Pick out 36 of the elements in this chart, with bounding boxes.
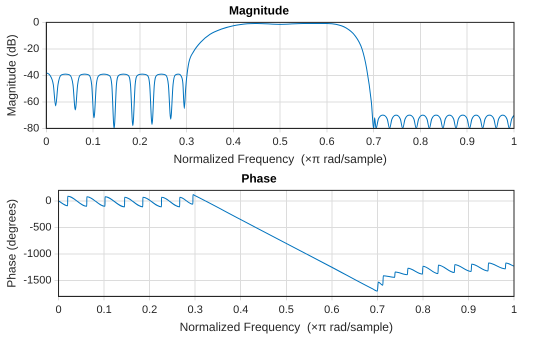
x-axis-title: Normalized Frequency (×π rad/sample)	[180, 320, 393, 334]
x-tick-label: 1	[510, 136, 518, 148]
y-axis-title: Phase (degrees)	[4, 199, 19, 288]
x-tick-label: 0.7	[370, 304, 386, 316]
x-tick-label: 0.3	[188, 304, 203, 316]
y-tick-label: -1000	[23, 248, 52, 260]
x-tick-label: 0.8	[412, 136, 428, 148]
y-tick-label: -80	[23, 122, 40, 134]
x-tick-label: 0.6	[324, 304, 340, 316]
x-tick-label: 0.5	[272, 136, 288, 148]
y-tick-label: 0	[45, 195, 52, 208]
x-tick-label: 0.2	[132, 136, 148, 148]
x-tick-label: 0.3	[178, 136, 194, 148]
x-tick-label: 0.1	[85, 136, 101, 148]
x-tick-label: 0.4	[226, 136, 242, 148]
x-tick-label: 0.9	[460, 136, 475, 148]
y-tick-label: -20	[23, 42, 40, 55]
y-tick-label: -1500	[23, 274, 52, 287]
y-tick-label: -500	[30, 222, 52, 234]
x-tick-label: 0.9	[460, 304, 476, 316]
y-tick-label: -60	[23, 96, 40, 108]
x-tick-label: 1	[510, 304, 518, 316]
y-tick-label: 0	[33, 16, 40, 28]
x-tick-label: 0.1	[96, 304, 112, 316]
chart-title: Phase	[241, 172, 277, 186]
x-tick-label: 0.6	[319, 136, 335, 148]
x-tick-label: 0.8	[415, 304, 431, 316]
x-axis-title: Normalized Frequency (×π rad/sample)	[173, 152, 387, 166]
chart-title: Magnitude	[229, 4, 290, 18]
x-tick-label: 0	[55, 304, 62, 316]
y-tick-label: -40	[23, 69, 40, 82]
x-tick-label: 0.7	[366, 136, 382, 148]
x-tick-label: 0.5	[278, 304, 294, 316]
x-tick-label: 0.4	[233, 304, 248, 316]
x-tick-label: 0.2	[142, 304, 158, 316]
y-axis-title: Magnitude (dB)	[4, 34, 19, 116]
